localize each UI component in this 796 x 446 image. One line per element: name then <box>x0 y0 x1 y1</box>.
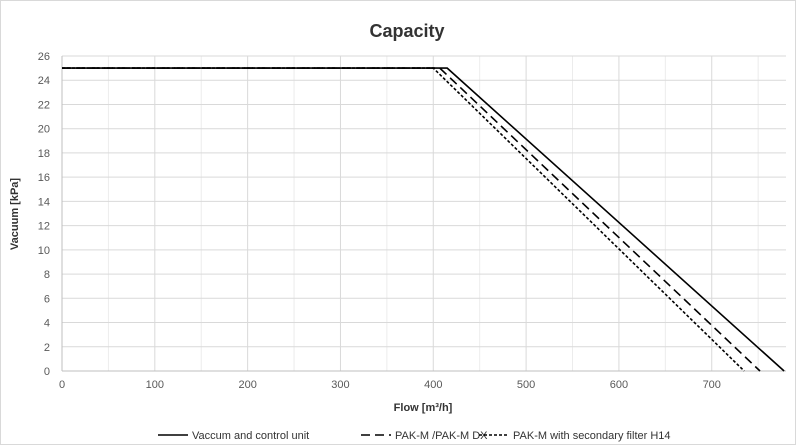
series-line-1 <box>62 67 785 372</box>
y-tick-label: 6 <box>44 293 50 305</box>
y-tick-label: 8 <box>44 269 50 281</box>
x-tick-label: 600 <box>610 379 628 391</box>
y-tick-label: 18 <box>38 148 50 160</box>
y-tick-label: 10 <box>38 245 50 257</box>
grid <box>62 55 786 371</box>
series-line-3 <box>62 67 745 372</box>
x-tick-label: 0 <box>59 379 65 391</box>
x-tick-label: 400 <box>424 379 442 391</box>
x-axis-title: Flow [m³/h] <box>394 402 453 414</box>
axes <box>61 56 786 372</box>
x-tick-label: 200 <box>238 379 256 391</box>
y-tick-label: 16 <box>38 172 50 184</box>
y-tick-label: 12 <box>38 221 50 233</box>
y-tick-label: 20 <box>38 124 50 136</box>
y-tick-label: 14 <box>38 196 50 208</box>
y-tick-label: 4 <box>44 318 50 330</box>
x-tick-label: 100 <box>146 379 164 391</box>
legend-label-3: PAK-M with secondary filter H14 <box>513 430 671 442</box>
chart-title: Capacity <box>369 21 444 41</box>
y-tick-label: 2 <box>44 342 50 354</box>
tick-labels: 0 100 200 300 400 500 600 700024681012141618202… <box>38 51 721 391</box>
y-axis-title: Vacuum [kPa] <box>9 178 21 250</box>
x-tick-label: 500 <box>517 379 535 391</box>
y-tick-label: 26 <box>38 51 50 63</box>
legend: Vaccum and control unit PAK-M /PAK-M DX PA… <box>158 430 671 442</box>
x-tick-label: 700 <box>703 379 721 391</box>
series-lines <box>62 67 785 372</box>
y-tick-label: 24 <box>38 75 50 87</box>
legend-label-1: Vaccum and control unit <box>192 430 309 442</box>
y-tick-label: 0 <box>44 366 50 378</box>
series-line-2 <box>62 67 761 372</box>
legend-label-2: PAK-M /PAK-M DX <box>395 430 488 442</box>
y-tick-label: 22 <box>38 99 50 111</box>
x-tick-label: 300 <box>331 379 349 391</box>
